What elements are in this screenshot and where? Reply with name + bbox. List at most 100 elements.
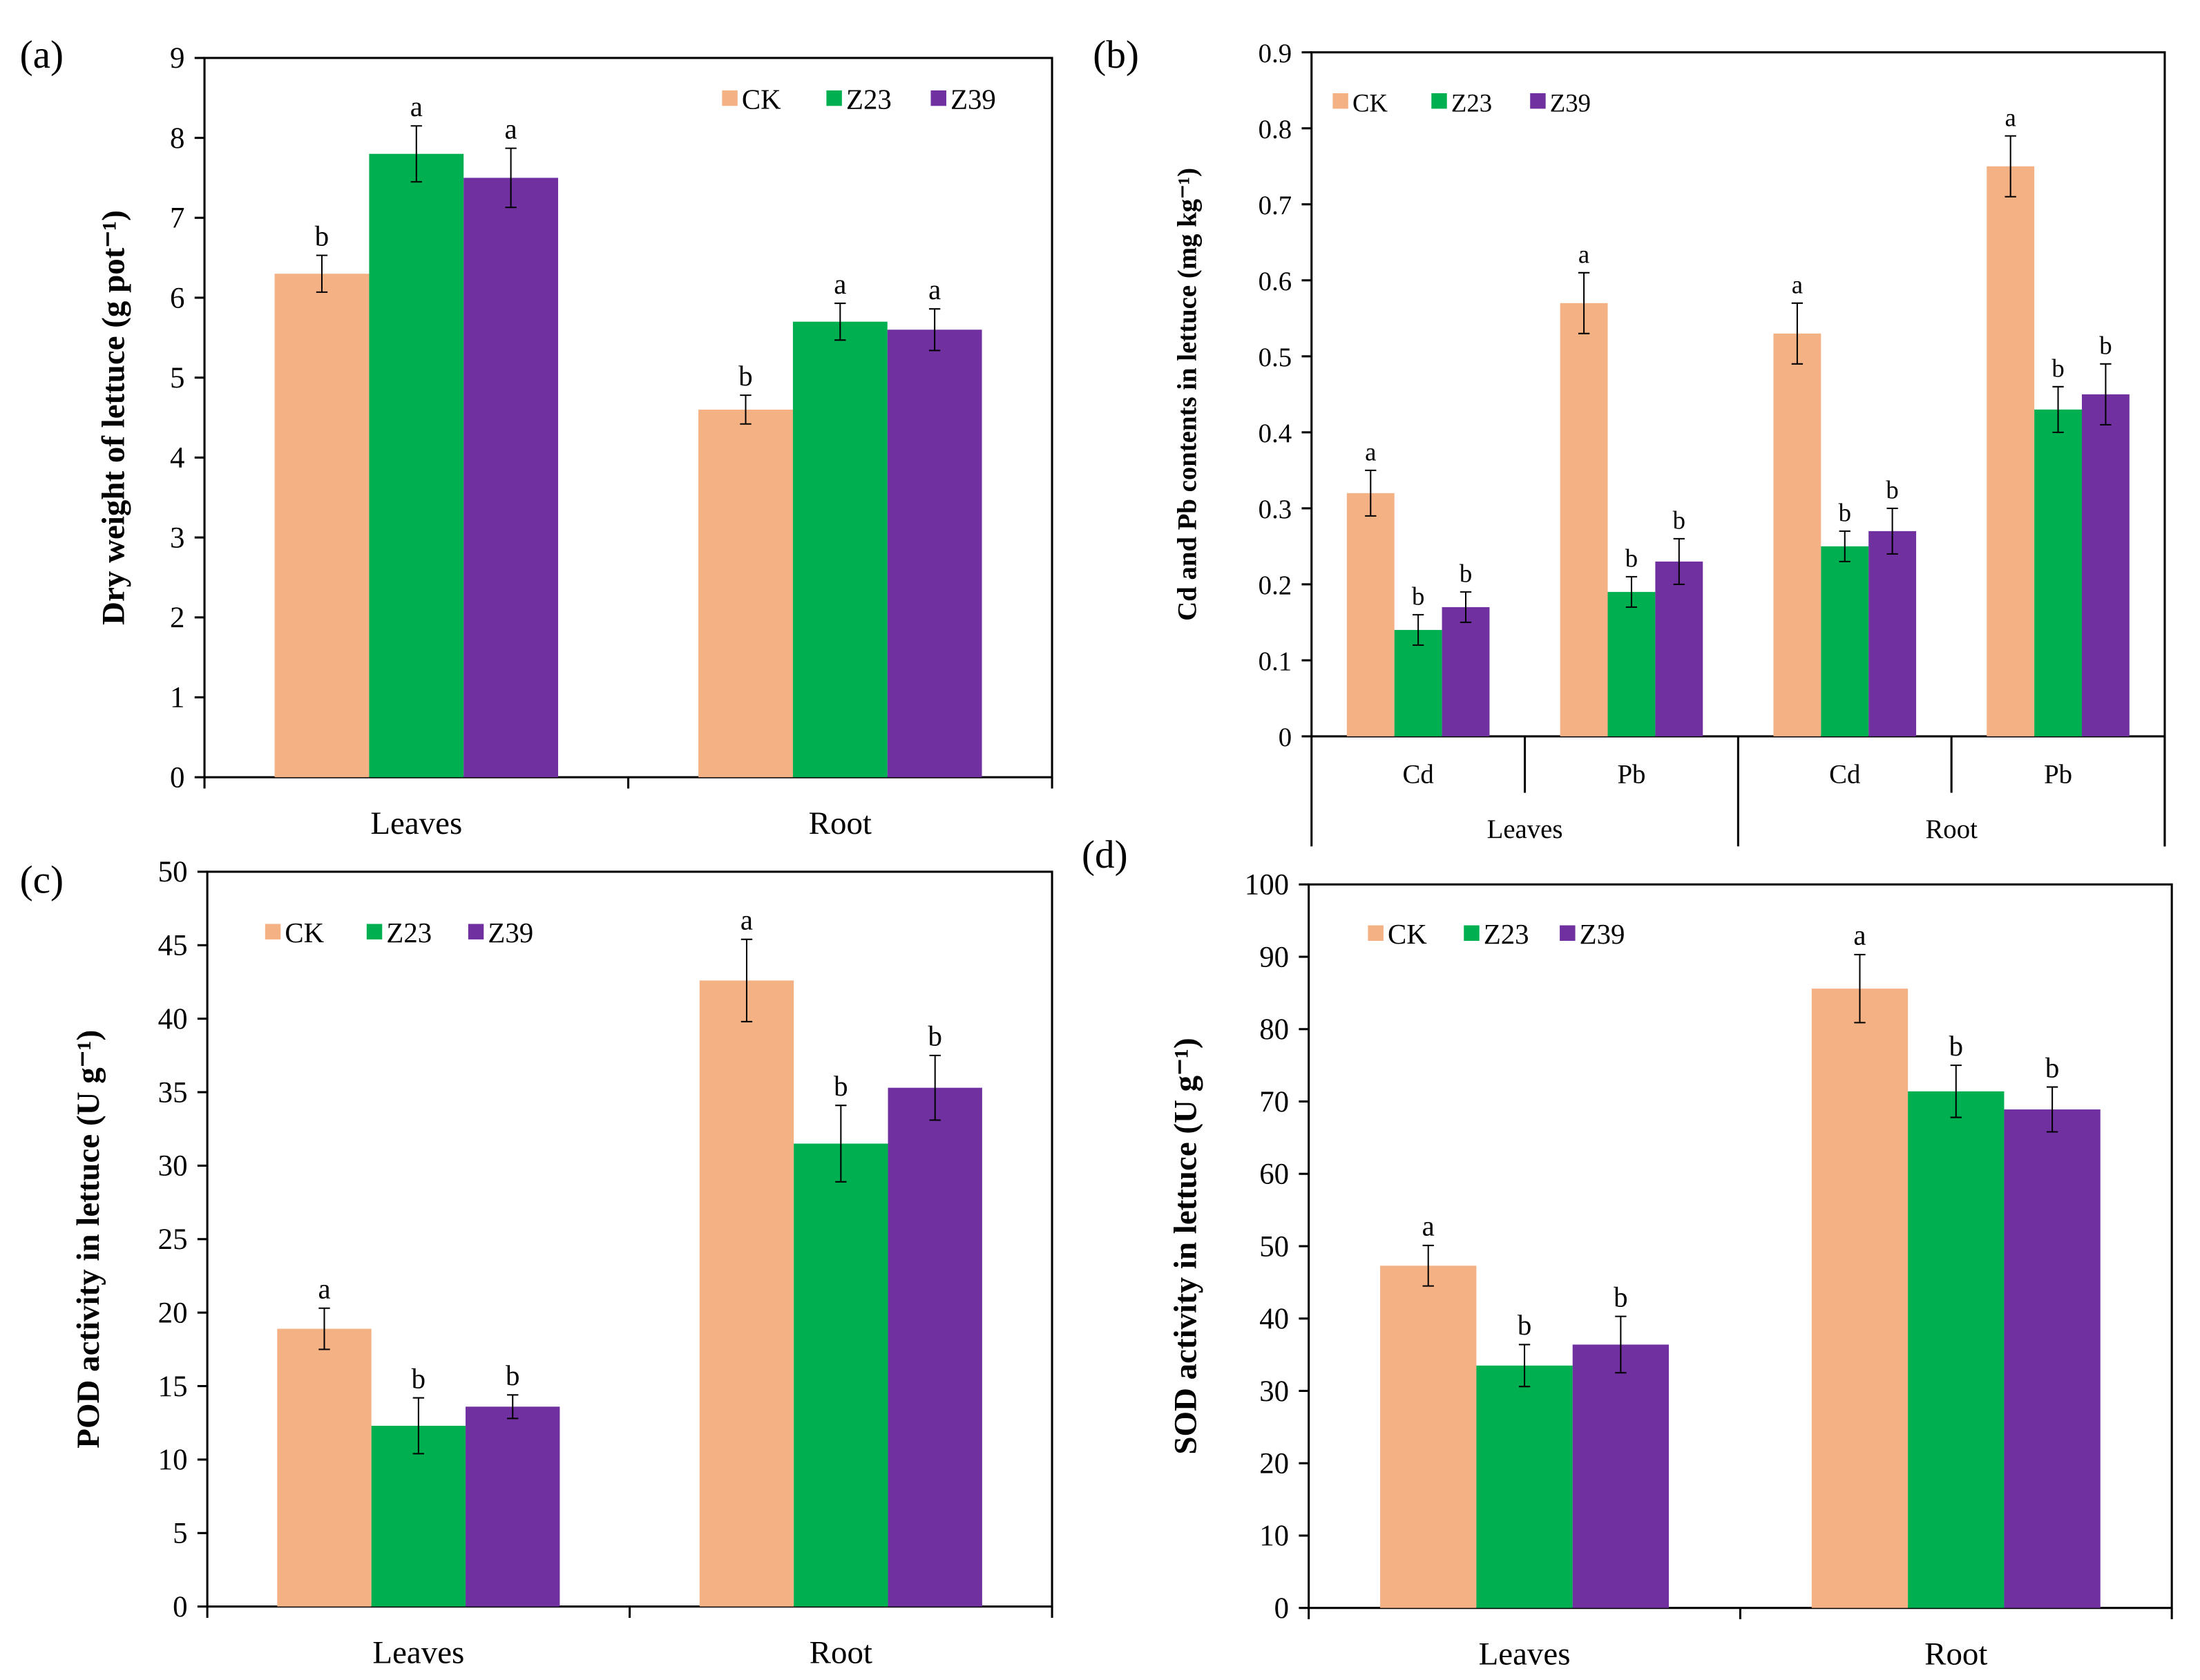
legend-label: CK [1352, 88, 1388, 117]
bar-ck [274, 274, 370, 778]
y-tick-label: 90 [1259, 941, 1289, 973]
legend-swatch-z23 [1464, 925, 1480, 941]
bar-z23 [2034, 409, 2082, 736]
bar-ck [699, 980, 794, 1607]
y-tick-label: 50 [158, 856, 188, 888]
y-tick-label: 35 [158, 1076, 188, 1109]
y-tick-label: 10 [158, 1444, 188, 1476]
bar-z39 [1442, 607, 1490, 736]
legend-swatch-z39 [468, 924, 484, 939]
legend-label: Z23 [846, 84, 892, 115]
significance-letter: a [834, 269, 846, 300]
significance-letter: b [1460, 560, 1472, 588]
significance-letter: b [412, 1363, 425, 1394]
bar-z39 [2004, 1109, 2101, 1608]
x-group-label: Leaves [1487, 814, 1563, 844]
y-tick-label: 20 [1259, 1448, 1289, 1480]
bar-z39 [887, 330, 982, 778]
x-tick-label: Leaves [1479, 1636, 1571, 1672]
y-tick-label: 40 [158, 1003, 188, 1035]
bar-ck [1346, 493, 1395, 736]
bar-ck [1560, 303, 1608, 736]
y-tick-label: 40 [1259, 1303, 1289, 1335]
y-axis-label: POD activity in lettuce (U g⁻¹) [70, 1030, 106, 1449]
bar-z23 [1821, 546, 1869, 736]
legend-swatch-ck [722, 90, 738, 106]
legend-label: CK [1388, 919, 1427, 950]
significance-letter: a [1792, 271, 1803, 299]
chart-panel-c: (c) 0 5 10 15 20 25 30 35 40 45 50 POD activity in l… [20, 856, 1053, 1670]
bar-z23 [1908, 1091, 2005, 1608]
legend-label: Z23 [386, 917, 432, 948]
legend-label: Z39 [1580, 919, 1625, 950]
legend-label: Z23 [1484, 919, 1529, 950]
y-tick-label: 0.2 [1259, 571, 1292, 600]
significance-letter: a [740, 905, 753, 936]
legend-label: Z39 [950, 84, 996, 115]
bar-z23 [1476, 1365, 1573, 1608]
y-tick-label: 0.8 [1259, 115, 1292, 144]
y-tick-label: 0 [1279, 723, 1292, 752]
y-tick-label: 45 [158, 930, 188, 962]
y-tick-label: 0 [1274, 1592, 1289, 1625]
bar-z23 [371, 1425, 466, 1607]
legend-swatch-z39 [1530, 93, 1546, 109]
y-tick-label: 8 [170, 122, 184, 155]
significance-letter: b [2051, 354, 2064, 383]
significance-letter: b [1886, 476, 1898, 504]
significance-letter: b [1625, 544, 1638, 573]
y-tick-label: 0.3 [1259, 495, 1292, 524]
significance-letter: a [1422, 1211, 1435, 1242]
bar-z23 [794, 1143, 888, 1607]
y-tick-label: 10 [1259, 1520, 1289, 1552]
y-tick-label: 30 [1259, 1375, 1289, 1408]
y-tick-label: 25 [158, 1223, 188, 1256]
chart-panel-d: (d) 0 10 20 30 40 50 60 70 80 90 100 SOD activity in… [1082, 833, 2173, 1672]
y-tick-label: 0.6 [1259, 267, 1292, 296]
significance-letter: b [834, 1071, 848, 1102]
significance-letter: a [2005, 103, 2016, 131]
y-tick-label: 0 [170, 761, 184, 794]
legend-label: Z23 [1451, 88, 1492, 117]
x-tick-label: Root [809, 805, 872, 841]
x-tick-label: Cd [1829, 759, 1860, 789]
bar-z23 [369, 153, 464, 778]
y-tick-label: 0.1 [1259, 647, 1292, 676]
y-tick-label: 7 [170, 202, 184, 235]
bar-z23 [1607, 591, 1656, 736]
significance-letter: b [738, 361, 752, 392]
y-tick-label: 70 [1259, 1086, 1289, 1118]
significance-letter: b [1673, 506, 1685, 535]
y-tick-label: 60 [1259, 1158, 1289, 1191]
panel-label: (c) [20, 859, 64, 902]
significance-letter: a [1365, 438, 1376, 466]
y-tick-label: 15 [158, 1371, 188, 1403]
bar-z23 [1394, 629, 1442, 736]
legend-swatch-ck [265, 924, 281, 939]
x-tick-label: Root [1924, 1636, 1987, 1672]
significance-letter: b [1839, 499, 1851, 527]
y-tick-label: 80 [1259, 1013, 1289, 1046]
bar-ck [1773, 333, 1821, 736]
y-tick-label: 100 [1245, 869, 1289, 901]
significance-letter: a [318, 1273, 330, 1304]
bar-z39 [1868, 531, 1917, 736]
y-tick-label: 9 [170, 42, 184, 75]
x-tick-label: Leaves [370, 805, 462, 841]
legend-swatch-ck [1368, 925, 1384, 941]
y-tick-label: 0.9 [1259, 39, 1292, 68]
x-tick-label: Cd [1403, 759, 1434, 789]
chart-panel-b: (b) 0 0.1 0.2 0.3 0.4 0.5 0.6 0.7 0.8 0.9 Cd and Pb… [1093, 33, 2166, 847]
y-tick-label: 2 [170, 602, 184, 634]
significance-letter: a [928, 274, 941, 305]
y-tick-label: 0.7 [1259, 191, 1292, 220]
x-tick-label: Pb [1617, 759, 1645, 789]
significance-letter: b [1614, 1281, 1627, 1312]
bar-z39 [463, 178, 559, 778]
significance-letter: b [2045, 1052, 2059, 1083]
significance-letter: b [315, 220, 329, 251]
y-tick-label: 4 [170, 442, 184, 475]
significance-letter: b [1949, 1031, 1963, 1062]
legend-swatch-z23 [366, 924, 383, 939]
